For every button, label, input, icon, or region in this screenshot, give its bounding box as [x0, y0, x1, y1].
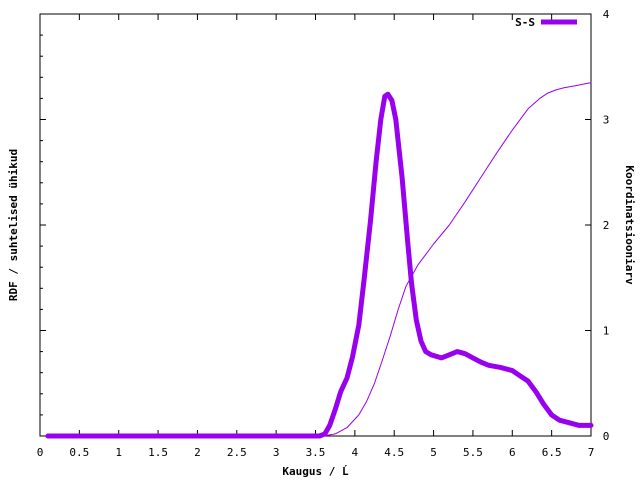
legend-label-s-s: S-S	[515, 16, 535, 29]
series-layer	[45, 82, 594, 439]
x-tick-label: 4	[352, 446, 359, 459]
plot-area	[39, 13, 592, 437]
x-tick-label: 5.5	[463, 446, 483, 459]
series-line-s-s	[45, 91, 594, 439]
x-tick-label: 7	[588, 446, 595, 459]
right-axis-title: Koordinatsiooniarv	[623, 165, 636, 285]
y2-tick-label: 3	[603, 114, 610, 127]
left-axis-minor-ticks	[40, 13, 46, 437]
x-tick-label: 2.5	[227, 446, 247, 459]
right-axis-ticks: 0 1 2 3 4	[585, 8, 610, 443]
left-axis-title: RDF / suhtelised ühikud	[7, 149, 20, 301]
x-tick-label: 1	[115, 446, 122, 459]
x-tick-label: 1.5	[148, 446, 168, 459]
y2-tick-label: 2	[603, 219, 610, 232]
x-axis-title: Kaugus / Ĺ	[282, 465, 349, 478]
x-tick-label: 3.5	[306, 446, 326, 459]
x-tick-label: 5	[430, 446, 437, 459]
x-tick-label: 0	[37, 446, 44, 459]
x-tick-label: 6	[509, 446, 516, 459]
y2-tick-label: 1	[603, 325, 610, 338]
series-line-coordination	[47, 82, 592, 437]
x-tick-label: 4.5	[384, 446, 404, 459]
x-tick-label: 2	[194, 446, 201, 459]
legend: S-S	[515, 16, 577, 29]
x-tick-label: 3	[273, 446, 280, 459]
y2-tick-label: 4	[603, 8, 610, 21]
x-tick-label: 0.5	[69, 446, 89, 459]
x-tick-label: 6.5	[542, 446, 562, 459]
plot-frame	[39, 13, 592, 437]
x-axis-ticks: 0 0.5 1 1.5 2 2.5 3 3.5 4 4.5 5 5.5 6 6.5 7	[37, 14, 595, 459]
y2-tick-label: 0	[603, 430, 610, 443]
